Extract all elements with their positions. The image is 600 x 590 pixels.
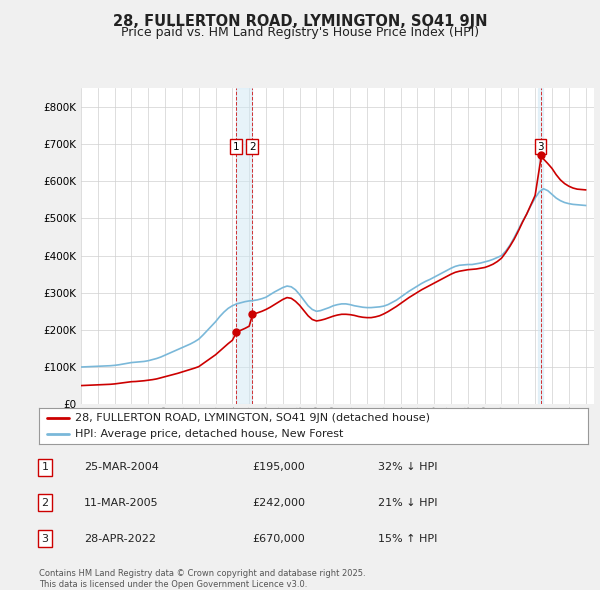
Text: 28, FULLERTON ROAD, LYMINGTON, SO41 9JN (detached house): 28, FULLERTON ROAD, LYMINGTON, SO41 9JN … [74, 413, 430, 423]
Bar [236, 88, 253, 404]
Text: Contains HM Land Registry data © Crown copyright and database right 2025.
This d: Contains HM Land Registry data © Crown c… [39, 569, 365, 589]
Text: 11-MAR-2005: 11-MAR-2005 [84, 498, 158, 507]
Bar [538, 88, 543, 404]
Text: 2: 2 [249, 142, 256, 152]
Text: 1: 1 [41, 463, 49, 472]
Text: 1: 1 [233, 142, 239, 152]
Text: 28, FULLERTON ROAD, LYMINGTON, SO41 9JN: 28, FULLERTON ROAD, LYMINGTON, SO41 9JN [113, 14, 487, 29]
Text: 25-MAR-2004: 25-MAR-2004 [84, 463, 159, 472]
Text: £242,000: £242,000 [252, 498, 305, 507]
Text: 3: 3 [537, 142, 544, 152]
Text: 21% ↓ HPI: 21% ↓ HPI [378, 498, 437, 507]
Text: 3: 3 [41, 534, 49, 543]
Text: 15% ↑ HPI: 15% ↑ HPI [378, 534, 437, 543]
Text: £670,000: £670,000 [252, 534, 305, 543]
Text: £195,000: £195,000 [252, 463, 305, 472]
Text: 2: 2 [41, 498, 49, 507]
Text: Price paid vs. HM Land Registry's House Price Index (HPI): Price paid vs. HM Land Registry's House … [121, 26, 479, 39]
Text: 32% ↓ HPI: 32% ↓ HPI [378, 463, 437, 472]
Text: 28-APR-2022: 28-APR-2022 [84, 534, 156, 543]
Text: HPI: Average price, detached house, New Forest: HPI: Average price, detached house, New … [74, 429, 343, 439]
